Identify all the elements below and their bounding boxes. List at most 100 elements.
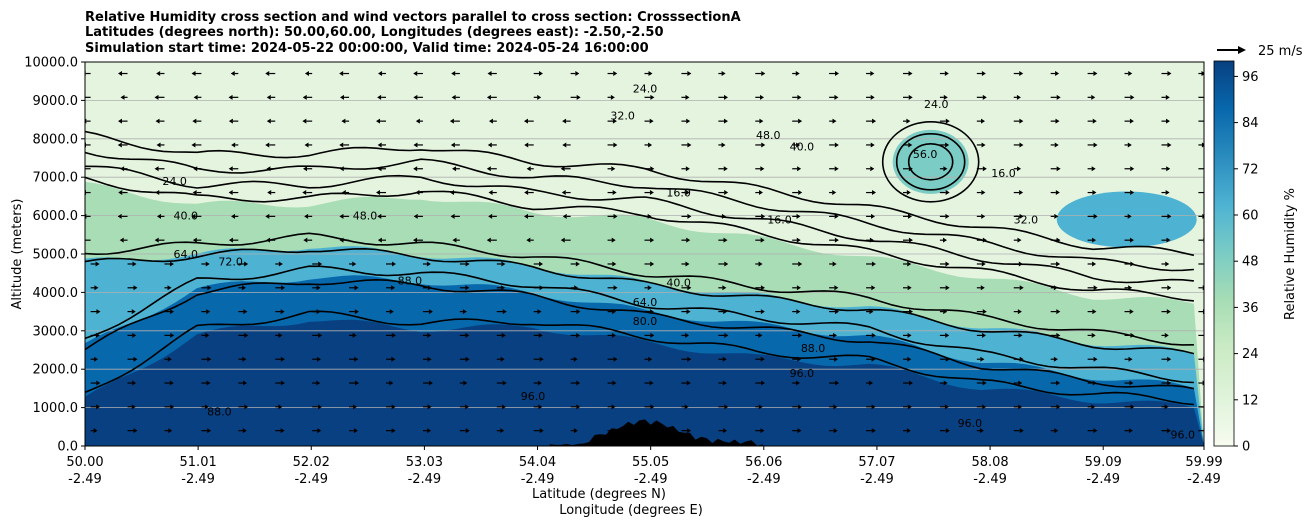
x-tick-label-lat: 58.08 [971, 455, 1008, 470]
wind-vector-head [724, 404, 729, 410]
wind-vector-head [318, 261, 323, 267]
wind-vector-head [687, 71, 692, 77]
wind-vector-head [132, 261, 137, 267]
wind-vector-head [537, 380, 542, 386]
wind-vector-head [1204, 404, 1208, 409]
wind-vector-head [244, 261, 249, 267]
x-axis: 50.00 -2.49 51.01 -2.49 52.02 -2.49 53.03 -2.49… [66, 446, 1223, 487]
wind-vector-head [575, 261, 580, 267]
wind-vector-head [413, 142, 418, 148]
wind-vector-head [154, 94, 159, 100]
wind-vector-head [796, 213, 801, 219]
wind-vector-head [449, 190, 454, 196]
contour-line [85, 265, 1194, 384]
wind-vector-head [1129, 309, 1134, 315]
wind-vector-head [316, 285, 321, 291]
wind-vector-head [539, 428, 544, 434]
chart-title-line-2: Latitudes (degrees north): 50.00,60.00, … [85, 25, 664, 40]
colorbar-tick-label: 48 [1242, 255, 1259, 270]
y-tick-label: 0.0 [57, 440, 78, 455]
wind-vector-head [576, 332, 581, 338]
x-tick-label-lat: 55.05 [632, 455, 669, 470]
wind-vector-head [833, 332, 838, 338]
wind-vector-head [562, 142, 567, 148]
wind-vector-head [207, 285, 212, 291]
wind-vector-head [463, 380, 468, 386]
wind-vector-head [465, 404, 470, 410]
wind-vector-head [870, 142, 875, 148]
contour-label: 72.0 [218, 256, 243, 269]
y-tick-label: 7000.0 [33, 171, 79, 186]
wind-vector-head [193, 94, 198, 100]
wind-vector-head [1167, 213, 1172, 219]
wind-vector-head [205, 332, 210, 338]
wind-vector-head [870, 166, 875, 172]
wind-vector-head [1202, 380, 1204, 386]
moist-patch-east [1056, 191, 1197, 248]
wind-vector-head [413, 166, 418, 172]
wind-vector-head [302, 190, 307, 196]
wind-vector-head [610, 94, 615, 100]
wind-vector-head [230, 71, 235, 77]
wind-vector-head [611, 332, 616, 338]
wind-vector-head [945, 332, 950, 338]
wind-vector-head [1056, 94, 1061, 100]
wind-vector-head [834, 237, 839, 243]
wind-vector-head [207, 428, 212, 434]
wind-vector-head [155, 118, 160, 124]
wind-vector-head [1092, 190, 1097, 196]
wind-vector-head [465, 261, 470, 267]
wind-vector-head [1204, 190, 1208, 195]
y-tick-label: 5000.0 [33, 248, 79, 263]
wind-vector-head [170, 309, 175, 315]
wind-vector-head [1204, 333, 1208, 338]
wind-vector-head [1165, 118, 1170, 124]
x-tick-label-lon: -2.49 [408, 472, 442, 487]
wind-vector-head [192, 237, 197, 243]
wind-vector-head [576, 309, 581, 315]
wind-vector-head [465, 356, 470, 362]
wind-vector-head [93, 428, 98, 434]
wind-vector-head [451, 94, 456, 100]
contour-label: 56.0 [913, 148, 938, 161]
wind-vector-head [871, 261, 876, 267]
wind-vector-head [451, 71, 456, 77]
wind-vector-head [1056, 380, 1061, 386]
wind-vector-head [576, 94, 581, 100]
wind-vector-head [1018, 380, 1023, 386]
wind-vector-head [1056, 261, 1061, 267]
wind-vector-head [391, 404, 396, 410]
wind-vector-head [154, 237, 159, 243]
wind-vector-head [945, 118, 950, 124]
wind-vector-head [1166, 166, 1171, 172]
contour-label: 88.0 [398, 275, 423, 288]
wind-vector-head [796, 285, 801, 291]
wind-vector-head [686, 380, 691, 386]
wind-vector-head [133, 285, 138, 291]
wind-vector-head [120, 166, 125, 172]
wind-vector-head [487, 142, 492, 148]
wind-vector-head [131, 404, 136, 410]
wind-vector-head [722, 356, 727, 362]
wind-vector-head [798, 190, 803, 196]
wind-vector-head [1054, 428, 1059, 434]
x-tick-label-lat: 57.07 [858, 455, 895, 470]
contour-label: 40.0 [174, 209, 199, 222]
wind-vector-head [1130, 94, 1135, 100]
wind-vector-head [450, 142, 455, 148]
wind-vector-head [982, 237, 987, 243]
wind-vector-head [1130, 404, 1135, 410]
wind-vector-head [243, 309, 248, 315]
wind-vector-head [354, 309, 359, 315]
wind-vector-head [562, 118, 567, 124]
wind-vector-head [1019, 428, 1024, 434]
wind-vector-head [488, 118, 493, 124]
wind-vector-head [724, 190, 729, 196]
wind-vector-head [537, 94, 542, 100]
contour-label: 88.0 [207, 405, 232, 418]
wind-vector-head [1019, 356, 1024, 362]
x-tick-label-lat: 54.04 [519, 455, 556, 470]
contour-label: 16.0 [991, 167, 1016, 180]
x-tick-label-lat: 59.09 [1085, 455, 1122, 470]
wind-vector-head [760, 309, 765, 315]
